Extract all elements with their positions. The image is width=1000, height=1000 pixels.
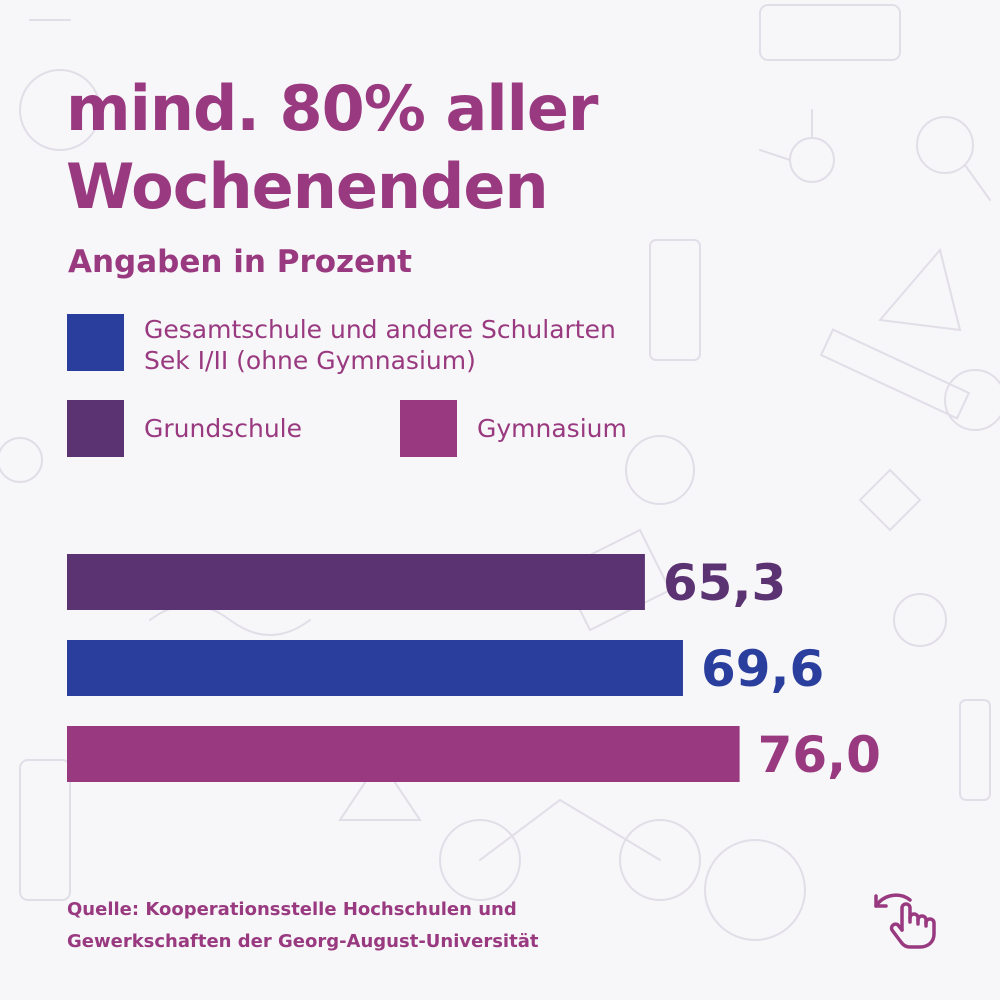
bar-0 [67,554,645,610]
bar-value-label-0: 65,3 [663,554,786,612]
legend-swatch-gesamtschule [67,314,124,371]
legend-swatch-grundschule [67,400,124,457]
bar-value-label-1: 69,6 [701,640,824,698]
legend-label-line-1: Gesamtschule und andere Schularten [144,315,616,344]
legend-item-gymnasium: Gymnasium [400,400,627,457]
legend-label-grundschule: Grundschule [144,414,302,443]
source-line-1: Quelle: Kooperationsstelle Hochschulen u… [67,899,517,920]
legend-label-gymnasium: Gymnasium [477,414,627,443]
legend-item-gesamtschule: Gesamtschule und andere Schularten Sek I… [67,314,616,376]
legend-label-gesamtschule: Gesamtschule und andere Schularten Sek I… [144,314,616,376]
title-line-1: mind. 80% aller [66,72,598,145]
swipe-left-hand-icon[interactable] [872,886,944,950]
bar-value-label-2: 76,0 [758,726,881,784]
legend-item-grundschule: Grundschule [67,400,302,457]
source-note: Quelle: Kooperationsstelle Hochschulen u… [67,894,767,958]
bar-2 [67,726,740,782]
legend-swatch-gymnasium [400,400,457,457]
chart-title: mind. 80% aller Wochenenden [66,70,946,226]
legend-label-line-2: Sek I/II (ohne Gymnasium) [144,346,476,375]
title-line-2: Wochenenden [66,150,549,223]
source-line-2: Gewerkschaften der Georg-August-Universi… [67,931,539,952]
bar-chart: 65,3 69,6 76,0 [67,554,881,784]
bar-1 [67,640,683,696]
chart-subtitle: Angaben in Prozent [68,244,412,280]
